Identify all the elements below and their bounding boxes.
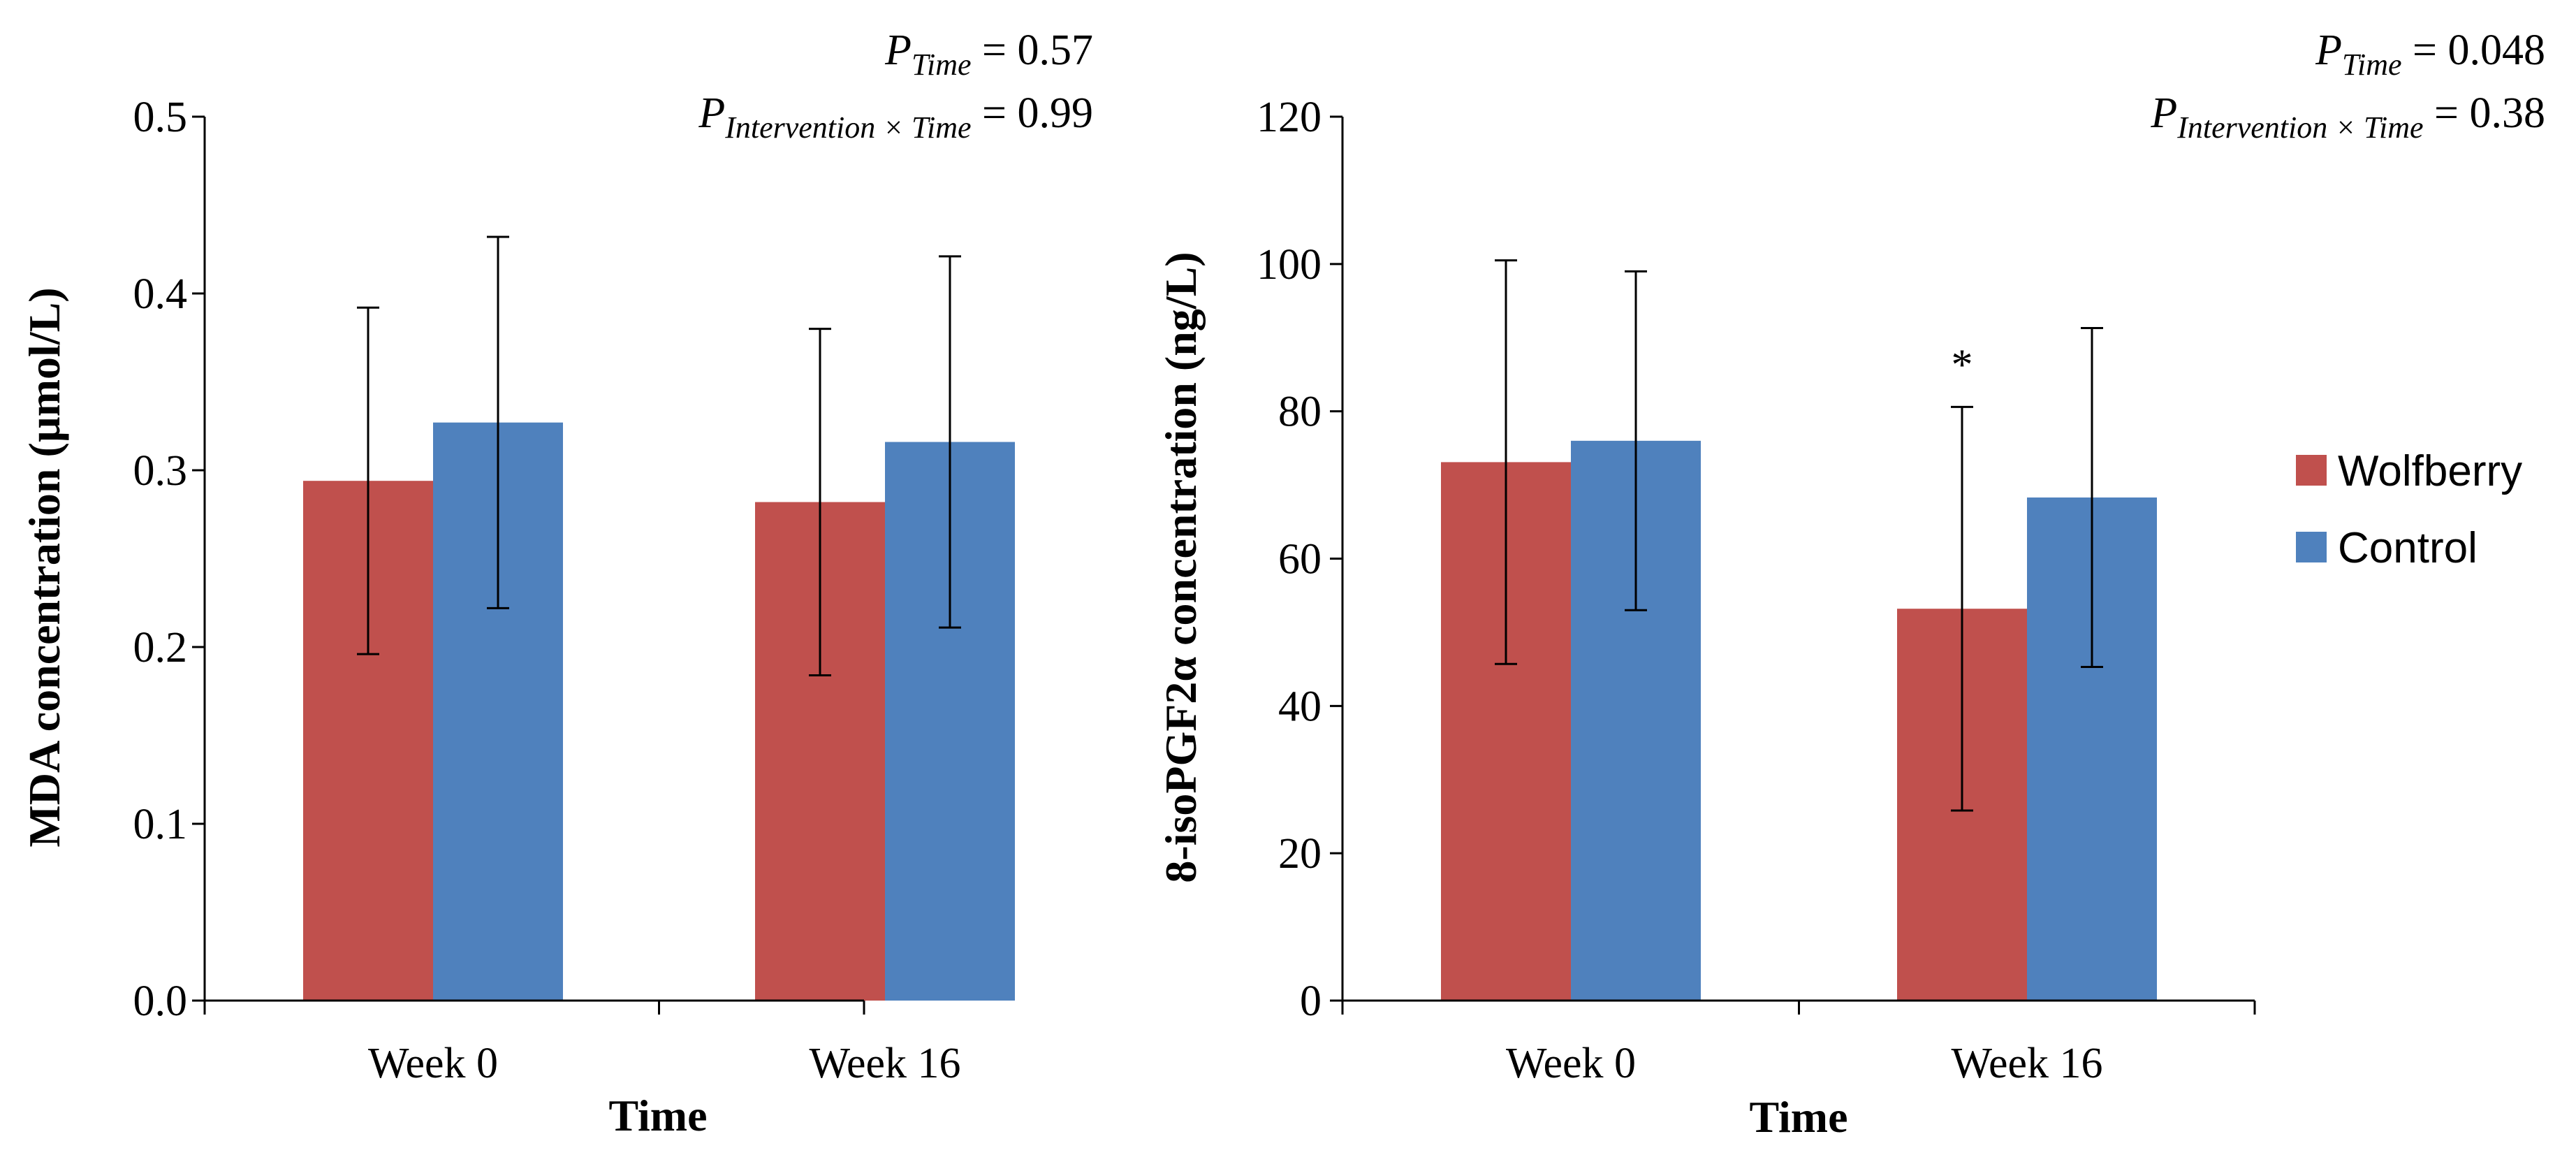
plot-area	[1441, 259, 2157, 1001]
x-tick-label: Week 0	[368, 1040, 498, 1087]
p-value-interaction: PIntervention × Time = 0.99	[698, 89, 1093, 145]
significance-marker: *	[1952, 341, 1973, 388]
svg-text:PIntervention × Time = 0.38: PIntervention × Time = 0.38	[2150, 89, 2545, 145]
y-tick-label: 0.2	[133, 624, 188, 671]
y-tick-label: 60	[1278, 536, 1322, 583]
svg-text:PIntervention × Time = 0.99: PIntervention × Time = 0.99	[698, 89, 1093, 145]
legend-swatch-wolfberry	[2296, 455, 2327, 486]
error-bar	[487, 235, 509, 609]
y-tick-label: 0.5	[133, 94, 188, 141]
chart-isopgf2a: PTime = 0.048 PIntervention × Time = 0.3…	[1156, 27, 2545, 1142]
error-bar	[2081, 327, 2103, 668]
legend-label-wolfberry: Wolfberry	[2338, 447, 2522, 495]
legend: Wolfberry Control	[2296, 447, 2522, 572]
axes	[192, 117, 864, 1002]
y-tick-label: 0.3	[133, 447, 188, 495]
p-value-time: PTime = 0.57	[884, 27, 1093, 82]
legend-swatch-control	[2296, 532, 2327, 562]
error-bar	[1951, 405, 1973, 812]
error-bar	[809, 328, 831, 676]
error-bar	[357, 306, 379, 655]
error-bar	[1625, 270, 1647, 611]
svg-text:PTime = 0.57: PTime = 0.57	[884, 27, 1093, 82]
p-value-time: PTime = 0.048	[2315, 27, 2545, 82]
y-tick-label: 0.0	[133, 978, 188, 1025]
chart-mda: PTime = 0.57 PIntervention × Time = 0.99…	[20, 27, 1093, 1140]
p-value-interaction: PIntervention × Time = 0.38	[2150, 89, 2545, 145]
y-tick-label: 0.4	[133, 270, 188, 318]
legend-label-control: Control	[2338, 524, 2478, 572]
y-tick-label: 0	[1300, 978, 1322, 1025]
y-tick-label: 40	[1278, 683, 1322, 730]
x-tick-label: Week 16	[1951, 1040, 2102, 1087]
y-tick-label: 20	[1278, 830, 1322, 878]
error-bar	[939, 255, 961, 629]
y-tick-label: 120	[1257, 94, 1322, 141]
y-tick-label: 100	[1257, 241, 1322, 289]
y-tick-label: 0.1	[133, 801, 188, 848]
x-tick-label: Week 0	[1506, 1040, 1636, 1087]
error-bar	[1495, 259, 1517, 665]
x-axis-title: Time	[1749, 1092, 1847, 1142]
svg-text:PTime = 0.048: PTime = 0.048	[2315, 27, 2545, 82]
plot-area	[303, 235, 1015, 1001]
x-axis-title: Time	[608, 1091, 707, 1140]
y-axis-title: 8-isoPGF2α concentration (ng/L)	[1156, 252, 1206, 882]
y-axis-title: MDA concentration (µmol/L)	[20, 287, 69, 847]
y-tick-label: 80	[1278, 388, 1322, 436]
x-tick-label: Week 16	[809, 1040, 960, 1087]
